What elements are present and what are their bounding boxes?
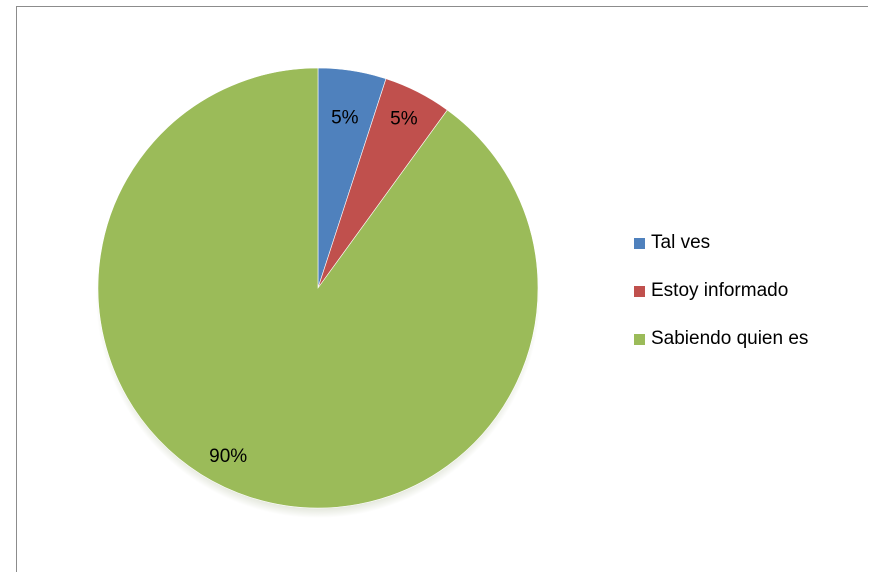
pie-labels: 5% 5% 90% <box>209 108 418 467</box>
slice-label: 5% <box>390 108 418 129</box>
legend-label: Tal ves <box>651 232 711 253</box>
slice-label: 5% <box>331 108 359 129</box>
pie-slice-sabiendo-quien-es <box>97 67 539 509</box>
legend-item-tal-ves: Tal ves <box>634 232 808 254</box>
legend-item-sabiendo-quien-es: Sabiendo quien es <box>634 328 808 350</box>
slice-label: 90% <box>209 446 247 467</box>
legend-label: Sabiendo quien es <box>651 328 809 349</box>
legend-swatch <box>634 333 645 345</box>
legend-swatch <box>634 237 645 249</box>
legend: Tal ves Estoy informado Sabiendo quien e… <box>634 232 808 376</box>
legend-item-estoy-informado: Estoy informado <box>634 280 808 302</box>
pie-slices <box>97 67 539 509</box>
legend-label: Estoy informado <box>651 280 789 301</box>
legend-swatch <box>634 285 645 297</box>
